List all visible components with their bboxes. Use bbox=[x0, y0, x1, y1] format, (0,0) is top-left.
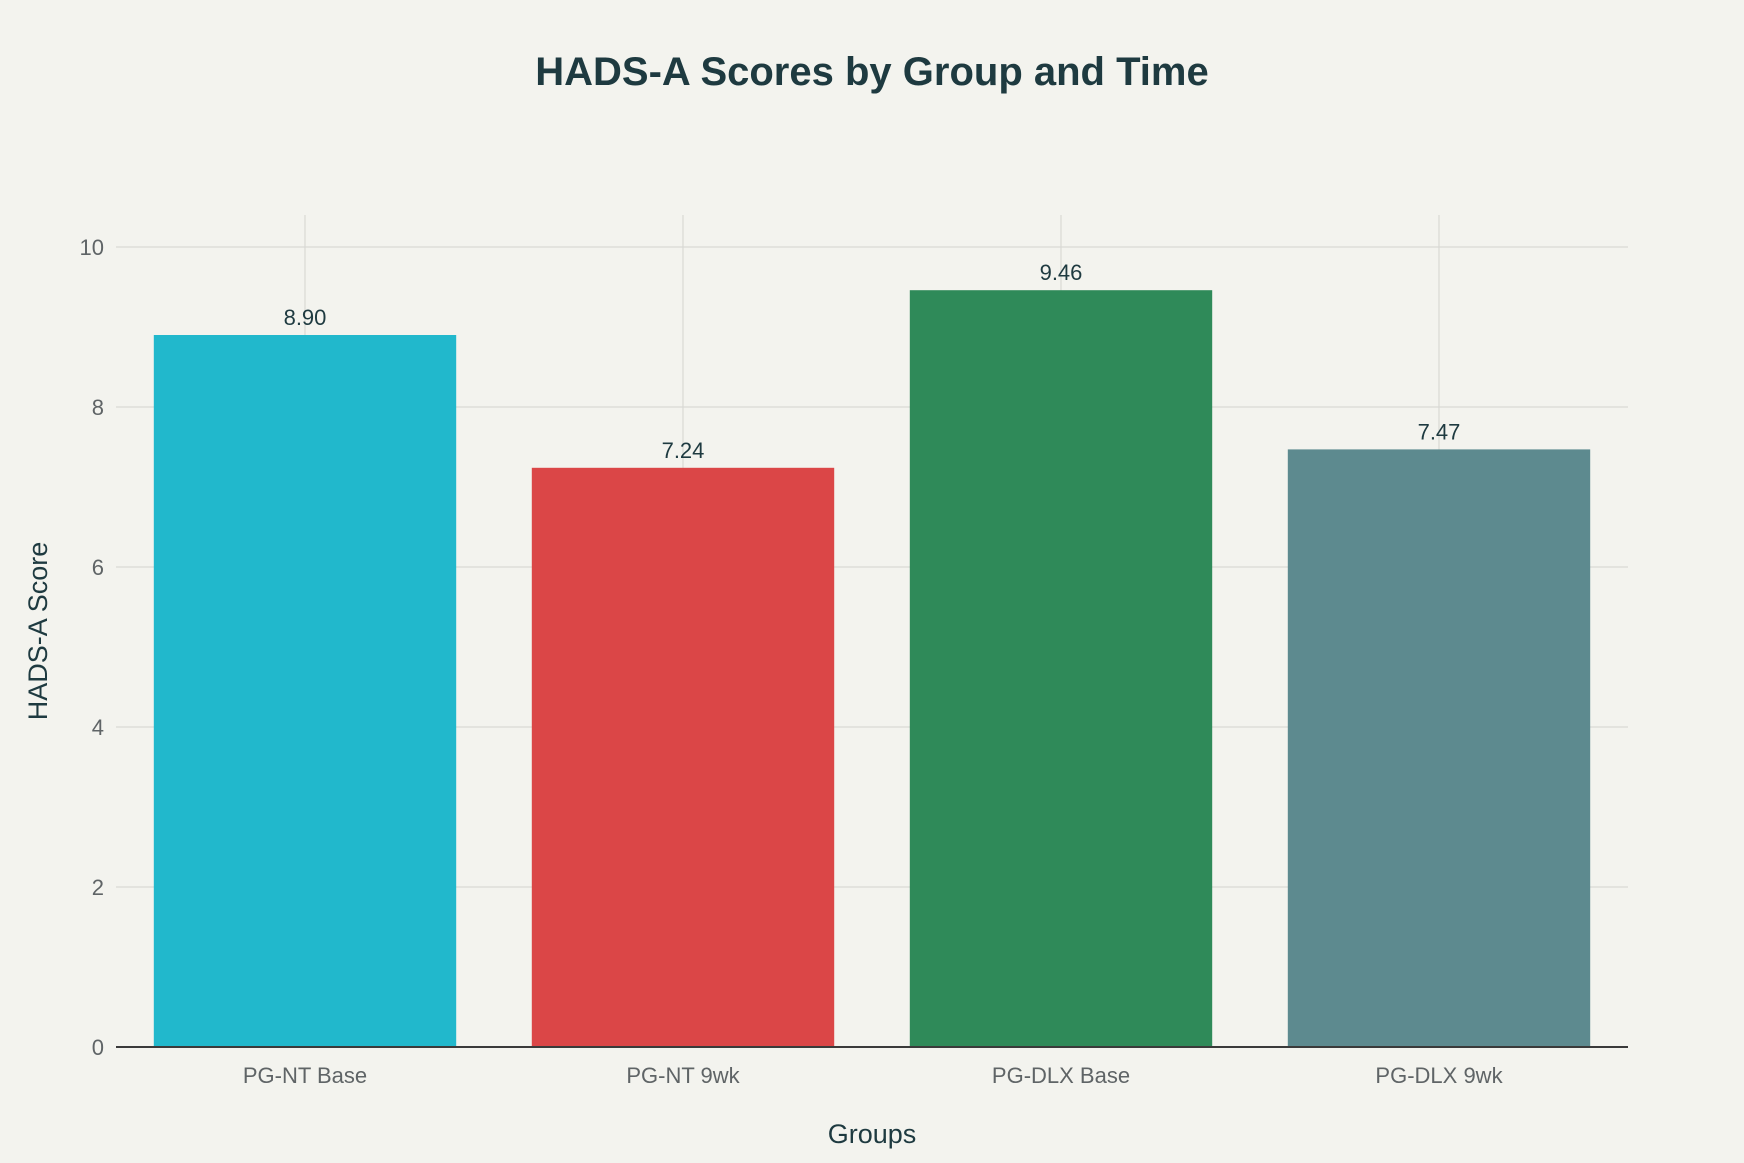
bar bbox=[909, 290, 1213, 1047]
bar-value-label: 9.46 bbox=[1040, 260, 1083, 285]
bar bbox=[1287, 449, 1591, 1047]
y-tick-label: 10 bbox=[80, 235, 104, 260]
x-tick-label: PG-NT 9wk bbox=[626, 1063, 740, 1088]
y-tick-labels: 0 2 4 6 8 10 bbox=[80, 235, 104, 1060]
bar-value-label: 8.90 bbox=[284, 305, 327, 330]
y-tick-label: 6 bbox=[92, 555, 104, 580]
y-tick-label: 4 bbox=[92, 715, 104, 740]
x-tick-label: PG-DLX Base bbox=[992, 1063, 1130, 1088]
bar-layer bbox=[153, 290, 1591, 1047]
label-layer: 8.90 7.24 9.46 7.47 bbox=[284, 260, 1461, 463]
x-tick-labels: PG-NT Base PG-NT 9wk PG-DLX Base PG-DLX 9wk bbox=[243, 1063, 1504, 1088]
x-tick-label: PG-NT Base bbox=[243, 1063, 367, 1088]
y-tick-label: 8 bbox=[92, 395, 104, 420]
x-axis-title: Groups bbox=[828, 1119, 917, 1149]
bar bbox=[531, 467, 835, 1047]
bar-value-label: 7.24 bbox=[662, 438, 705, 463]
bar-value-label: 7.47 bbox=[1418, 419, 1461, 444]
chart-title: HADS-A Scores by Group and Time bbox=[535, 50, 1208, 94]
x-tick-label: PG-DLX 9wk bbox=[1375, 1063, 1503, 1088]
y-tick-label: 2 bbox=[92, 875, 104, 900]
y-axis-title: HADS-A Score bbox=[23, 542, 53, 721]
y-tick-label: 0 bbox=[92, 1035, 104, 1060]
bar bbox=[153, 335, 457, 1047]
